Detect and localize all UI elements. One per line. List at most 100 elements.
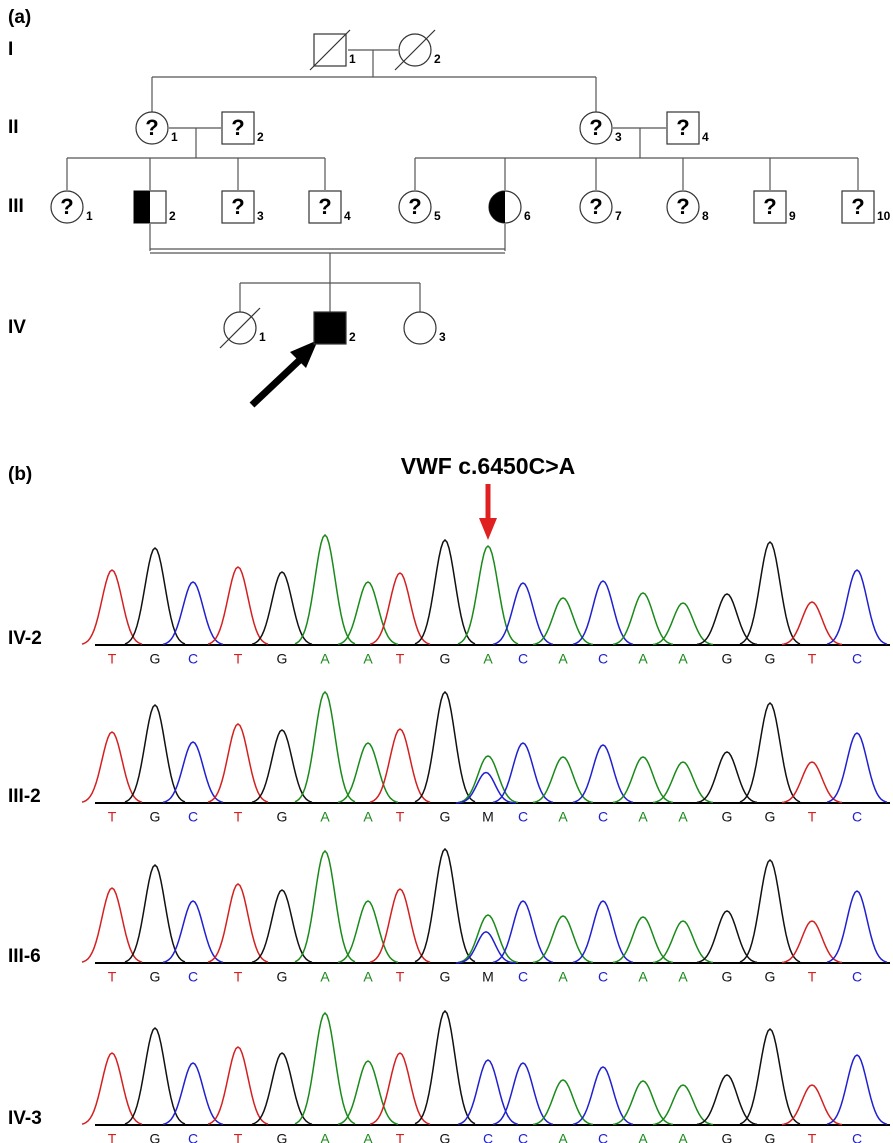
base-call: C [852, 969, 862, 985]
base-call: G [440, 809, 451, 825]
base-call: A [678, 809, 688, 825]
base-call: G [722, 1131, 733, 1143]
base-call: M [482, 969, 494, 985]
base-call: C [188, 969, 198, 985]
panel-label: (b) [8, 464, 32, 485]
trace-peak [370, 729, 430, 802]
trace-peak [163, 742, 223, 802]
base-call: G [722, 651, 733, 667]
base-call: C [188, 651, 198, 667]
base-call: A [363, 1131, 373, 1143]
trace-peak [740, 1029, 800, 1124]
trace-peak [533, 757, 593, 803]
trace-peak [493, 901, 553, 962]
trace-peak [415, 1011, 475, 1124]
trace-peak [458, 546, 518, 644]
base-call: G [150, 1131, 161, 1143]
base-call: T [108, 809, 117, 825]
individual-number: 1 [86, 209, 93, 223]
unknown-mark: ? [60, 194, 73, 219]
base-call: T [396, 1131, 405, 1143]
trace-peak [740, 703, 800, 802]
trace-label: III-2 [8, 786, 41, 807]
unknown-mark: ? [231, 115, 244, 140]
trace-peak [782, 602, 842, 645]
base-call: T [234, 1131, 243, 1143]
trace-peak [493, 743, 553, 802]
individual-number: 1 [171, 130, 178, 144]
trace-peak [827, 570, 887, 644]
base-call: A [363, 809, 373, 825]
trace-peak [493, 1063, 553, 1124]
mutation-label: VWF c.6450C>A [401, 453, 576, 479]
base-call: C [852, 651, 862, 667]
male-symbol [314, 312, 346, 344]
base-call: A [678, 969, 688, 985]
base-call: T [108, 651, 117, 667]
trace-label: IV-2 [8, 628, 42, 649]
base-call: A [638, 809, 648, 825]
base-call: C [188, 1131, 198, 1143]
trace-peak [493, 583, 553, 644]
trace-peak [782, 762, 842, 803]
trace-peak [208, 567, 268, 644]
trace-peak [82, 888, 142, 962]
unknown-mark: ? [589, 115, 602, 140]
individual-number: 1 [349, 52, 356, 66]
base-call: C [518, 1131, 528, 1143]
mutation-arrow [479, 484, 497, 540]
affected-half [489, 191, 505, 223]
unknown-mark: ? [408, 194, 421, 219]
base-call: T [396, 651, 405, 667]
base-call: G [277, 651, 288, 667]
base-call: A [320, 1131, 330, 1143]
base-call: A [678, 651, 688, 667]
generation-label: II [8, 117, 19, 138]
trace-peak [82, 732, 142, 802]
base-call: C [483, 1131, 493, 1143]
trace-peak [295, 692, 355, 802]
base-call: C [188, 809, 198, 825]
individual-number: 2 [257, 130, 264, 144]
individual-number: 10 [877, 209, 891, 223]
base-call: T [108, 969, 117, 985]
base-call: G [150, 969, 161, 985]
unknown-mark: ? [145, 115, 158, 140]
base-call: G [765, 651, 776, 667]
base-call: C [518, 651, 528, 667]
base-call: G [722, 809, 733, 825]
base-call: A [558, 969, 568, 985]
unknown-mark: ? [851, 194, 864, 219]
trace-peak [827, 1055, 887, 1124]
base-call: T [108, 1131, 117, 1143]
base-call: A [320, 969, 330, 985]
trace-peak [827, 733, 887, 802]
base-call: C [852, 809, 862, 825]
base-call: C [518, 969, 528, 985]
base-call: C [598, 651, 608, 667]
individual-number: 1 [259, 330, 266, 344]
trace-peak [82, 1053, 142, 1124]
base-call: A [558, 651, 568, 667]
trace-label: IV-3 [8, 1108, 42, 1129]
trace-peak [208, 884, 268, 962]
base-call: G [150, 651, 161, 667]
individual-number: 4 [344, 209, 351, 223]
individual-number: 2 [434, 52, 441, 66]
trace-peak [782, 1085, 842, 1125]
base-call: C [518, 809, 528, 825]
trace-peak [573, 901, 633, 962]
trace-peak [163, 901, 223, 962]
generation-label: III [8, 196, 24, 217]
trace-peak [163, 582, 223, 644]
base-call: T [234, 969, 243, 985]
base-call: A [363, 651, 373, 667]
base-call: M [482, 809, 494, 825]
figure: (a) (b) VWF c.6450C>A I12II?1?2?3?4III?1… [0, 0, 893, 1143]
female-symbol [404, 312, 436, 344]
base-call: G [765, 809, 776, 825]
pedigree-lines [67, 50, 858, 312]
trace-peak [82, 570, 142, 644]
trace-peak [415, 849, 475, 962]
base-call: A [638, 1131, 648, 1143]
